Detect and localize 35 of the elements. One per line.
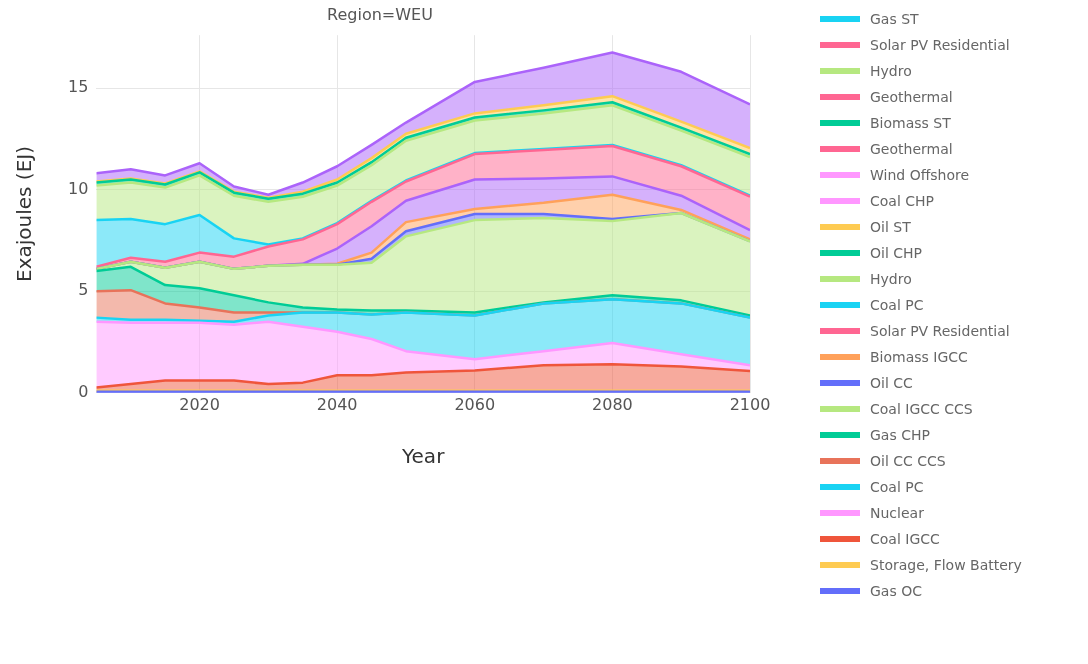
- chart-title: Region=WEU: [327, 4, 433, 24]
- legend-label: Solar PV Residential: [870, 37, 1010, 53]
- x-tick-label: 2040: [316, 394, 358, 414]
- legend-label: Wind Offshore: [870, 167, 970, 183]
- x-tick-label: 2020: [179, 394, 220, 414]
- y-tick-label: 0: [78, 381, 89, 401]
- legend-label: Gas ST: [870, 11, 919, 27]
- y-tick-label: 10: [68, 178, 89, 198]
- legend-label: Coal CHP: [870, 193, 935, 209]
- y-axis-title: Exajoules (EJ): [12, 146, 37, 282]
- legend-label: Storage, Flow Battery: [870, 557, 1022, 573]
- x-tick-label: 2100: [729, 394, 771, 414]
- y-tick-label: 5: [78, 280, 89, 300]
- legend-label: Oil CC: [870, 375, 913, 391]
- legend-label: Geothermal: [870, 141, 953, 157]
- legend-label: Coal IGCC: [870, 531, 940, 547]
- legend-label: Oil ST: [870, 219, 911, 235]
- legend-label: Hydro: [870, 63, 912, 79]
- legend-label: Hydro: [870, 271, 912, 287]
- legend-label: Coal PC: [870, 297, 924, 313]
- legend-label: Nuclear: [870, 505, 924, 521]
- legend-label: Gas CHP: [870, 427, 930, 443]
- legend-label: Biomass IGCC: [870, 349, 968, 365]
- legend-label: Solar PV Residential: [870, 323, 1010, 339]
- legend-label: Coal IGCC CCS: [870, 401, 973, 417]
- legend-label: Biomass ST: [870, 115, 951, 131]
- x-tick-label: 2060: [454, 394, 496, 414]
- legend-label: Coal PC: [870, 479, 924, 495]
- legend-label: Gas OC: [870, 583, 922, 599]
- legend-label: Oil CC CCS: [870, 453, 946, 469]
- legend-label: Oil CHP: [870, 245, 922, 261]
- legend-label: Geothermal: [870, 89, 953, 105]
- x-tick-label: 2080: [592, 394, 633, 414]
- x-axis-title: Year: [401, 444, 446, 469]
- y-tick-label: 15: [68, 77, 89, 97]
